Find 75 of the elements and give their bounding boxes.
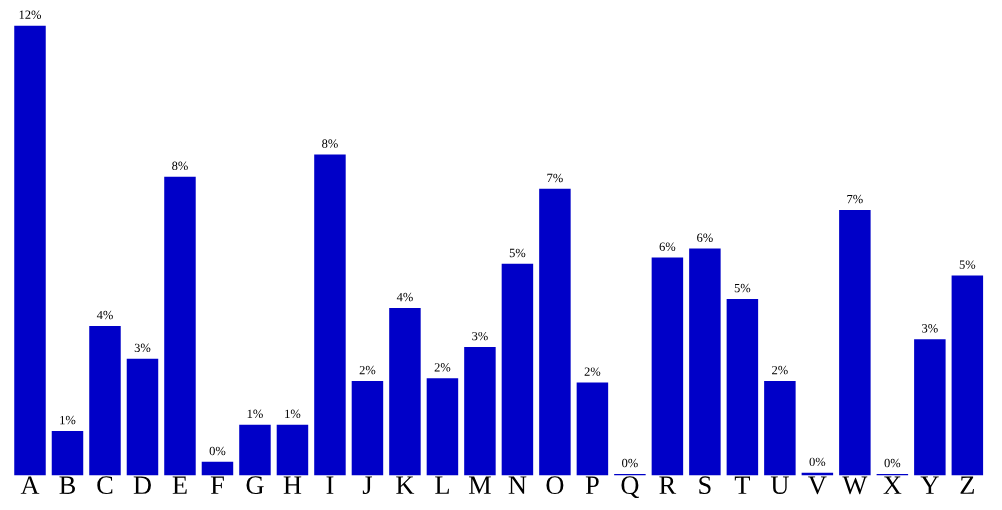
bar — [726, 298, 759, 476]
x-tick-label: E — [172, 476, 187, 494]
data-label: 6% — [659, 242, 676, 251]
data-label: 4% — [396, 292, 413, 302]
x-tick-label: H — [283, 476, 302, 494]
data-label: 3% — [134, 343, 151, 353]
x-tick-label: V — [808, 476, 827, 495]
x-tick-label: K — [396, 476, 415, 494]
data-label: 2% — [359, 365, 376, 375]
x-tick-label: I — [326, 476, 334, 494]
bar — [89, 325, 121, 476]
bar — [501, 263, 534, 476]
bar — [351, 381, 384, 476]
bar — [51, 430, 84, 476]
data-label: 2% — [434, 363, 451, 372]
bar — [239, 424, 271, 476]
x-tick-label: P — [585, 476, 599, 494]
x-tick-label: S — [699, 476, 711, 495]
data-label: 6% — [697, 233, 713, 242]
data-label: 1% — [247, 409, 263, 419]
bar — [951, 275, 984, 476]
bar — [689, 248, 721, 476]
x-tick-label: Q — [621, 476, 639, 499]
bar — [764, 381, 796, 476]
x-tick-label: D — [133, 476, 151, 494]
x-tick-label: Y — [920, 476, 939, 494]
data-label: 0% — [809, 457, 826, 467]
data-label: 5% — [509, 248, 526, 258]
x-tick-label: B — [59, 476, 75, 494]
bar — [651, 257, 684, 476]
x-tick-label: Z — [960, 476, 974, 494]
bar — [389, 307, 421, 476]
bar — [914, 339, 946, 476]
x-tick-label: X — [883, 476, 902, 494]
x-tick-label: R — [659, 476, 677, 494]
data-label: 12% — [19, 10, 42, 19]
data-label: 8% — [172, 161, 188, 171]
x-tick-label: N — [508, 476, 527, 494]
bar — [126, 358, 159, 476]
data-label: 0% — [209, 446, 226, 456]
data-label: 1% — [285, 409, 301, 419]
data-label: 2% — [772, 365, 788, 375]
data-label: 5% — [959, 260, 976, 269]
x-tick-label: O — [546, 476, 564, 495]
data-label: 5% — [734, 283, 751, 293]
bar — [576, 382, 609, 476]
bar — [14, 25, 46, 476]
data-label: 0% — [622, 458, 638, 468]
bar — [464, 347, 496, 476]
x-tick-label: C — [97, 476, 113, 495]
data-label: 7% — [847, 194, 863, 204]
data-label: 4% — [96, 310, 113, 320]
bar — [276, 424, 309, 476]
data-label: 8% — [322, 139, 338, 148]
bar — [539, 188, 571, 476]
data-label: 3% — [472, 331, 488, 341]
x-tick-label: A — [20, 476, 40, 494]
x-tick-label: U — [770, 476, 789, 495]
x-tick-label: W — [842, 476, 868, 495]
x-tick-label: J — [362, 476, 373, 495]
data-label: 7% — [547, 173, 563, 183]
x-tick-label: L — [435, 476, 449, 494]
data-label: 1% — [60, 415, 76, 425]
x-tick-label: G — [246, 476, 264, 495]
bar — [201, 461, 234, 476]
x-tick-label: F — [210, 476, 224, 494]
bar — [314, 154, 346, 476]
bar — [839, 209, 871, 476]
x-tick-label: T — [734, 476, 751, 494]
data-label: 2% — [584, 367, 601, 376]
data-label: 0% — [884, 458, 901, 468]
bar — [426, 378, 459, 476]
x-tick-label: M — [468, 476, 491, 494]
data-label: 3% — [922, 324, 938, 333]
bar — [164, 176, 196, 476]
